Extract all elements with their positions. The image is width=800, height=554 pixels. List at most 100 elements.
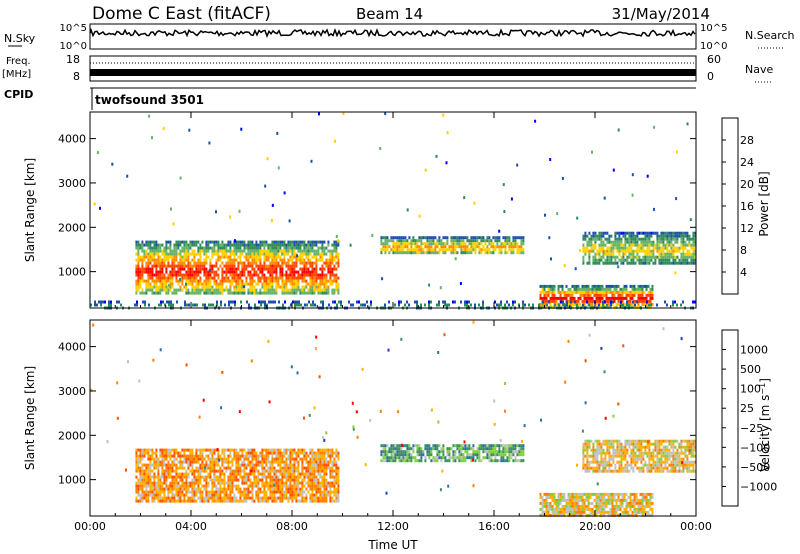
echo-cell [249, 273, 252, 277]
echo-cell [625, 284, 628, 288]
echo-cell [690, 243, 693, 247]
echo-cell [412, 236, 415, 240]
echo-cell [299, 273, 302, 277]
echo-cell [287, 264, 290, 268]
echo-cell [263, 490, 266, 494]
echo-cell [263, 276, 266, 280]
echo-cell [309, 472, 312, 476]
echo-cell [227, 291, 230, 295]
echo-cell [510, 456, 513, 460]
echo-cell [327, 243, 330, 247]
echo-cell [424, 236, 427, 240]
echo-cell [609, 296, 612, 300]
echo-cell [145, 255, 148, 259]
echo-cell [179, 499, 182, 503]
echo-cell [263, 246, 266, 250]
echo-cell [412, 447, 415, 451]
echo-cell [626, 240, 629, 244]
echo-cell [227, 463, 230, 467]
echo-cell [197, 469, 200, 473]
echo-cell [394, 456, 397, 460]
echo-cell [249, 291, 252, 295]
echo-cell [239, 499, 242, 503]
echo-cell [149, 249, 152, 253]
echo-cell [639, 284, 642, 288]
echo-cell [265, 499, 268, 503]
echo-cell [259, 270, 262, 274]
echo-cell [648, 303, 650, 307]
echo-cell [608, 252, 611, 256]
echo-cell [327, 454, 330, 458]
echo-cell [488, 459, 491, 463]
echo-cell [217, 454, 220, 458]
echo-cell [263, 258, 266, 262]
echo-cell [637, 293, 640, 297]
echo-cell [500, 242, 503, 246]
echo-cell [295, 276, 298, 280]
echo-cell [430, 453, 433, 457]
echo-cell [291, 276, 294, 280]
echo-cell [165, 258, 168, 262]
echo-cell [203, 463, 206, 467]
echo-cell [163, 475, 166, 479]
echo-cell [205, 499, 208, 503]
echo-cell [287, 499, 290, 503]
echo-cell [136, 303, 138, 307]
echo-cell [223, 264, 226, 268]
echo-cell [193, 499, 196, 503]
echo-cell [410, 453, 413, 457]
echo-cell [458, 456, 461, 460]
echo-cell [686, 249, 689, 253]
echo-cell [215, 279, 218, 283]
echo-cell [191, 469, 194, 473]
echo-cell [209, 451, 212, 455]
echo-cell [213, 270, 216, 274]
echo-cell [163, 487, 166, 491]
echo-cell [141, 279, 144, 283]
echo-cell [392, 251, 395, 255]
echo-cell [201, 496, 204, 500]
echo-cell [151, 285, 154, 289]
echo-cell [173, 258, 176, 262]
echo-cell [329, 279, 332, 283]
echo-cell [175, 469, 178, 473]
echo-cell [442, 245, 445, 249]
echo-cell [612, 243, 615, 247]
echo-cell [283, 273, 286, 277]
echo-cell [420, 447, 423, 451]
echo-cell [512, 239, 515, 243]
echo-cell [518, 251, 521, 255]
echo-cell [648, 234, 651, 238]
echo-cell [628, 237, 631, 241]
echo-cell [273, 493, 276, 497]
echo-cell [303, 261, 306, 265]
echo-cell [323, 478, 326, 482]
echo-cell [287, 246, 290, 250]
echo-cell [217, 490, 220, 494]
echo-cell [297, 258, 300, 262]
echo-cell [309, 487, 312, 491]
echo-cell [408, 242, 411, 246]
echo-speck [162, 127, 165, 131]
echo-cell [279, 267, 282, 271]
echo-cell [253, 466, 256, 470]
echo-cell [269, 448, 272, 452]
echo-cell [228, 303, 230, 307]
echo-cell [209, 463, 212, 467]
echo-cell [313, 466, 316, 470]
echo-cell [245, 472, 248, 476]
echo-cell [494, 248, 497, 252]
echo-cell [301, 240, 304, 244]
echo-cell [331, 255, 334, 259]
echo-cell [472, 450, 475, 454]
echo-cell [637, 299, 640, 303]
echo-cell [613, 299, 616, 303]
echo-cell [279, 463, 282, 467]
echo-cell [319, 288, 322, 292]
echo-cell [243, 249, 246, 253]
echo-cell [380, 444, 383, 448]
echo-cell [233, 285, 236, 289]
echo-cell [323, 279, 326, 283]
echo-cell [650, 240, 653, 244]
echo-cell [592, 234, 595, 238]
